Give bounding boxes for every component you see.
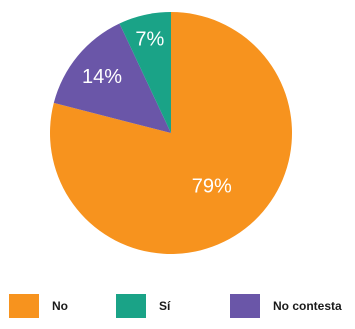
pie-slice-si xyxy=(119,12,171,133)
legend-swatch-si xyxy=(116,294,146,318)
legend-swatch-no xyxy=(9,294,39,318)
slice-label-no: 79% xyxy=(192,176,232,198)
slice-label-no-contesta: 14% xyxy=(82,66,122,88)
legend-swatch-no-contesta xyxy=(230,294,260,318)
pie-labels: 79% 14% 7% xyxy=(82,29,232,198)
pie-slice-no-contesta xyxy=(53,23,171,133)
pie-slices xyxy=(50,12,293,254)
legend: No Sí No contesta xyxy=(9,294,342,318)
slice-label-si: 7% xyxy=(135,29,164,51)
legend-label-no-contesta: No contesta xyxy=(273,299,342,313)
legend-label-si: Sí xyxy=(159,299,171,313)
legend-label-no: No xyxy=(52,299,68,313)
